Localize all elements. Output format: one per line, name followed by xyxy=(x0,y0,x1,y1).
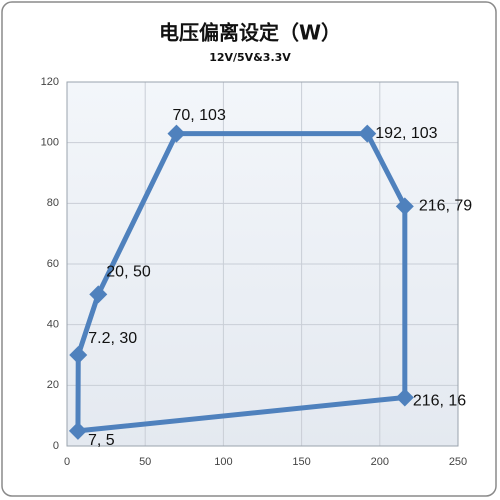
marker xyxy=(167,124,186,143)
y-tick-label: 20 xyxy=(47,379,59,391)
y-tick-label: 80 xyxy=(47,197,59,209)
data-label: 216, 79 xyxy=(419,198,472,215)
marker xyxy=(358,124,377,143)
marker xyxy=(68,421,87,440)
x-tick-label: 50 xyxy=(139,456,151,468)
data-label: 7.2, 30 xyxy=(88,330,137,347)
x-tick-label: 0 xyxy=(64,456,70,468)
y-tick-label: 0 xyxy=(53,440,59,452)
chart-title: 电压偏离设定（W） xyxy=(159,21,341,45)
plot-border xyxy=(66,81,459,447)
marker xyxy=(395,197,414,216)
data-label: 7, 5 xyxy=(88,432,115,449)
marker xyxy=(89,285,108,304)
marker xyxy=(395,388,414,407)
data-label: 192, 103 xyxy=(375,125,437,142)
y-tick-label: 100 xyxy=(41,137,59,149)
x-tick-label: 250 xyxy=(449,456,467,468)
y-tick-label: 120 xyxy=(41,76,59,88)
marker xyxy=(69,346,88,364)
y-tick-label: 60 xyxy=(47,258,59,270)
x-tick-label: 200 xyxy=(371,456,389,468)
data-label: 20, 50 xyxy=(106,264,151,281)
x-tick-label: 100 xyxy=(214,456,232,468)
y-tick-label: 40 xyxy=(47,319,59,331)
data-label: 70, 103 xyxy=(172,107,225,124)
chart-subtitle: 12V/5V&3.3V xyxy=(209,51,291,64)
closing-segment xyxy=(75,394,408,434)
x-tick-label: 150 xyxy=(292,456,310,468)
data-label: 216, 16 xyxy=(413,393,466,410)
